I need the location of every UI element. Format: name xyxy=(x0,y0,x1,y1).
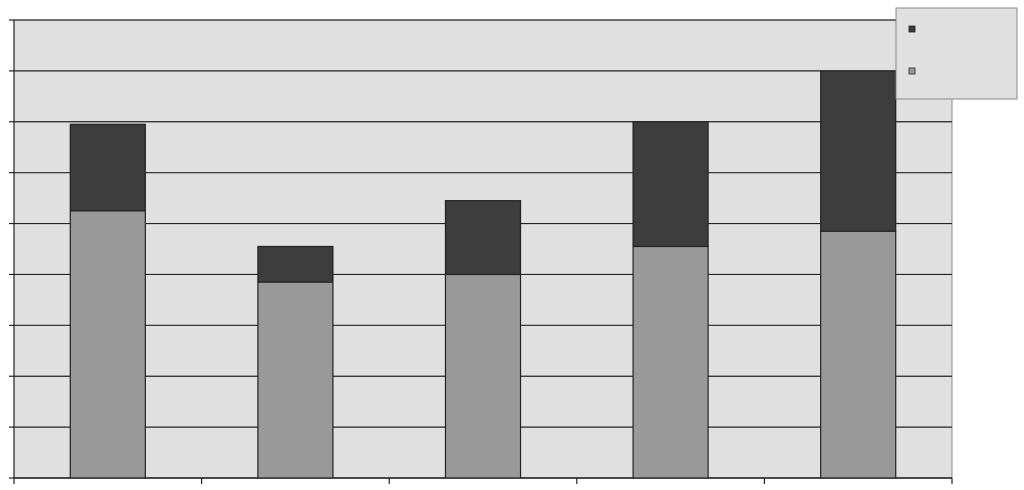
bar-segment xyxy=(69,210,146,479)
legend-swatch xyxy=(908,25,916,33)
bar-segment xyxy=(820,70,897,232)
bar-segment xyxy=(69,123,146,212)
bar-segment xyxy=(632,245,709,479)
legend-swatch xyxy=(908,67,916,75)
bar-segment xyxy=(444,200,522,276)
legend xyxy=(895,7,1018,100)
bar-segment xyxy=(257,281,334,479)
bar-segment xyxy=(632,121,709,248)
bar-segment xyxy=(444,273,522,479)
bar-segment xyxy=(257,245,334,283)
bar-segment xyxy=(820,230,897,479)
legend-box xyxy=(895,7,1018,100)
